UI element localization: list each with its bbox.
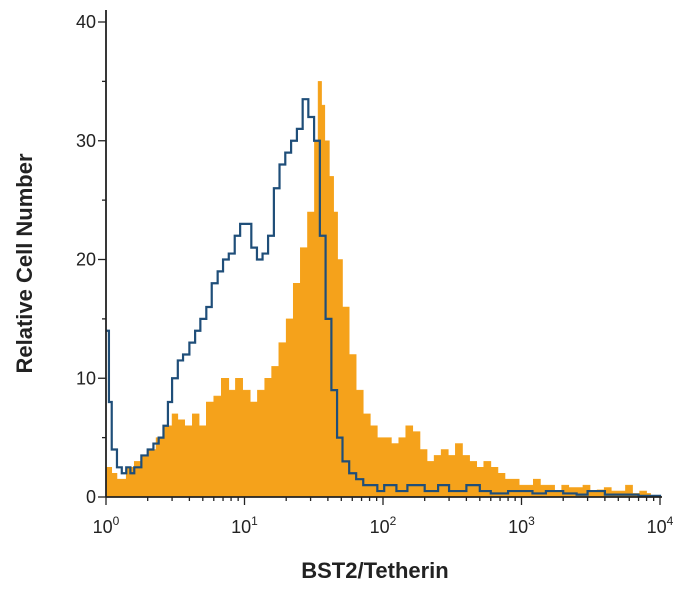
y-tick-label: 0 xyxy=(86,487,96,507)
x-tick-exponent: 4 xyxy=(667,514,674,528)
x-tick-label: 101 xyxy=(231,514,258,537)
x-tick-base: 10 xyxy=(508,517,528,537)
y-tick-label: 20 xyxy=(76,250,96,270)
y-axis-ticks: 0 10 20 30 40 xyxy=(76,12,106,507)
x-tick-label: 103 xyxy=(508,514,535,537)
y-tick-label: 30 xyxy=(76,131,96,151)
series-layer xyxy=(105,81,662,498)
axes-layer xyxy=(105,10,662,498)
x-tick-base: 10 xyxy=(93,517,113,537)
x-axis-ticks: 100 101 102 103 104 xyxy=(93,497,674,537)
x-tick-label: 100 xyxy=(93,514,120,537)
x-tick-base: 10 xyxy=(370,517,390,537)
x-tick-exponent: 1 xyxy=(251,514,258,528)
series-1-outline-histogram xyxy=(106,98,662,497)
x-axis-title: BST2/Tetherin xyxy=(301,558,449,583)
x-tick-exponent: 2 xyxy=(390,514,397,528)
x-tick-label: 104 xyxy=(647,514,674,537)
y-axis-title: Relative Cell Number xyxy=(12,153,37,374)
series-0-filled-histogram xyxy=(105,81,651,498)
x-tick-exponent: 0 xyxy=(113,514,120,528)
x-tick-base: 10 xyxy=(647,517,667,537)
x-tick-label: 102 xyxy=(370,514,397,537)
y-tick-label: 40 xyxy=(76,12,96,32)
y-tick-label: 10 xyxy=(76,368,96,388)
x-tick-base: 10 xyxy=(231,517,251,537)
x-tick-exponent: 3 xyxy=(528,514,535,528)
